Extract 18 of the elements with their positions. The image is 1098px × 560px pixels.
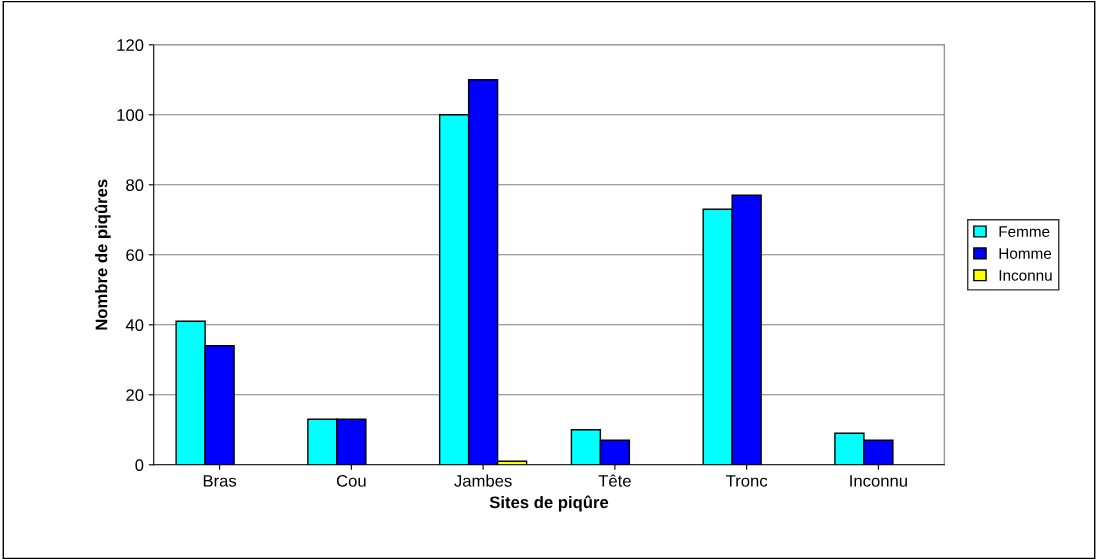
y-tick-label: 120 [117,39,144,51]
y-axis-title: Nombre de piqûres [94,179,111,330]
x-tick-label: Jambes [454,474,512,487]
x-tick-label: Cou [336,474,366,487]
y-tick-label: 100 [117,109,144,121]
y-tick-label: 60 [126,249,144,261]
x-tick-label: Tête [598,474,631,487]
y-tick-label: 40 [125,319,144,331]
x-tick-label: Bras [203,475,237,487]
y-tick-label: 20 [126,389,144,401]
x-tick-label: Tronc [726,475,768,487]
x-tick-label: Inconnu [850,475,907,487]
y-tick-label: 80 [126,179,144,191]
legend-label: Femme [999,226,1050,238]
y-tick-label: 0 [135,459,144,471]
x-axis-title: Sites de piqûre [489,495,609,512]
legend-label: Homme [999,248,1052,259]
legend-label: Inconnu [999,270,1052,281]
